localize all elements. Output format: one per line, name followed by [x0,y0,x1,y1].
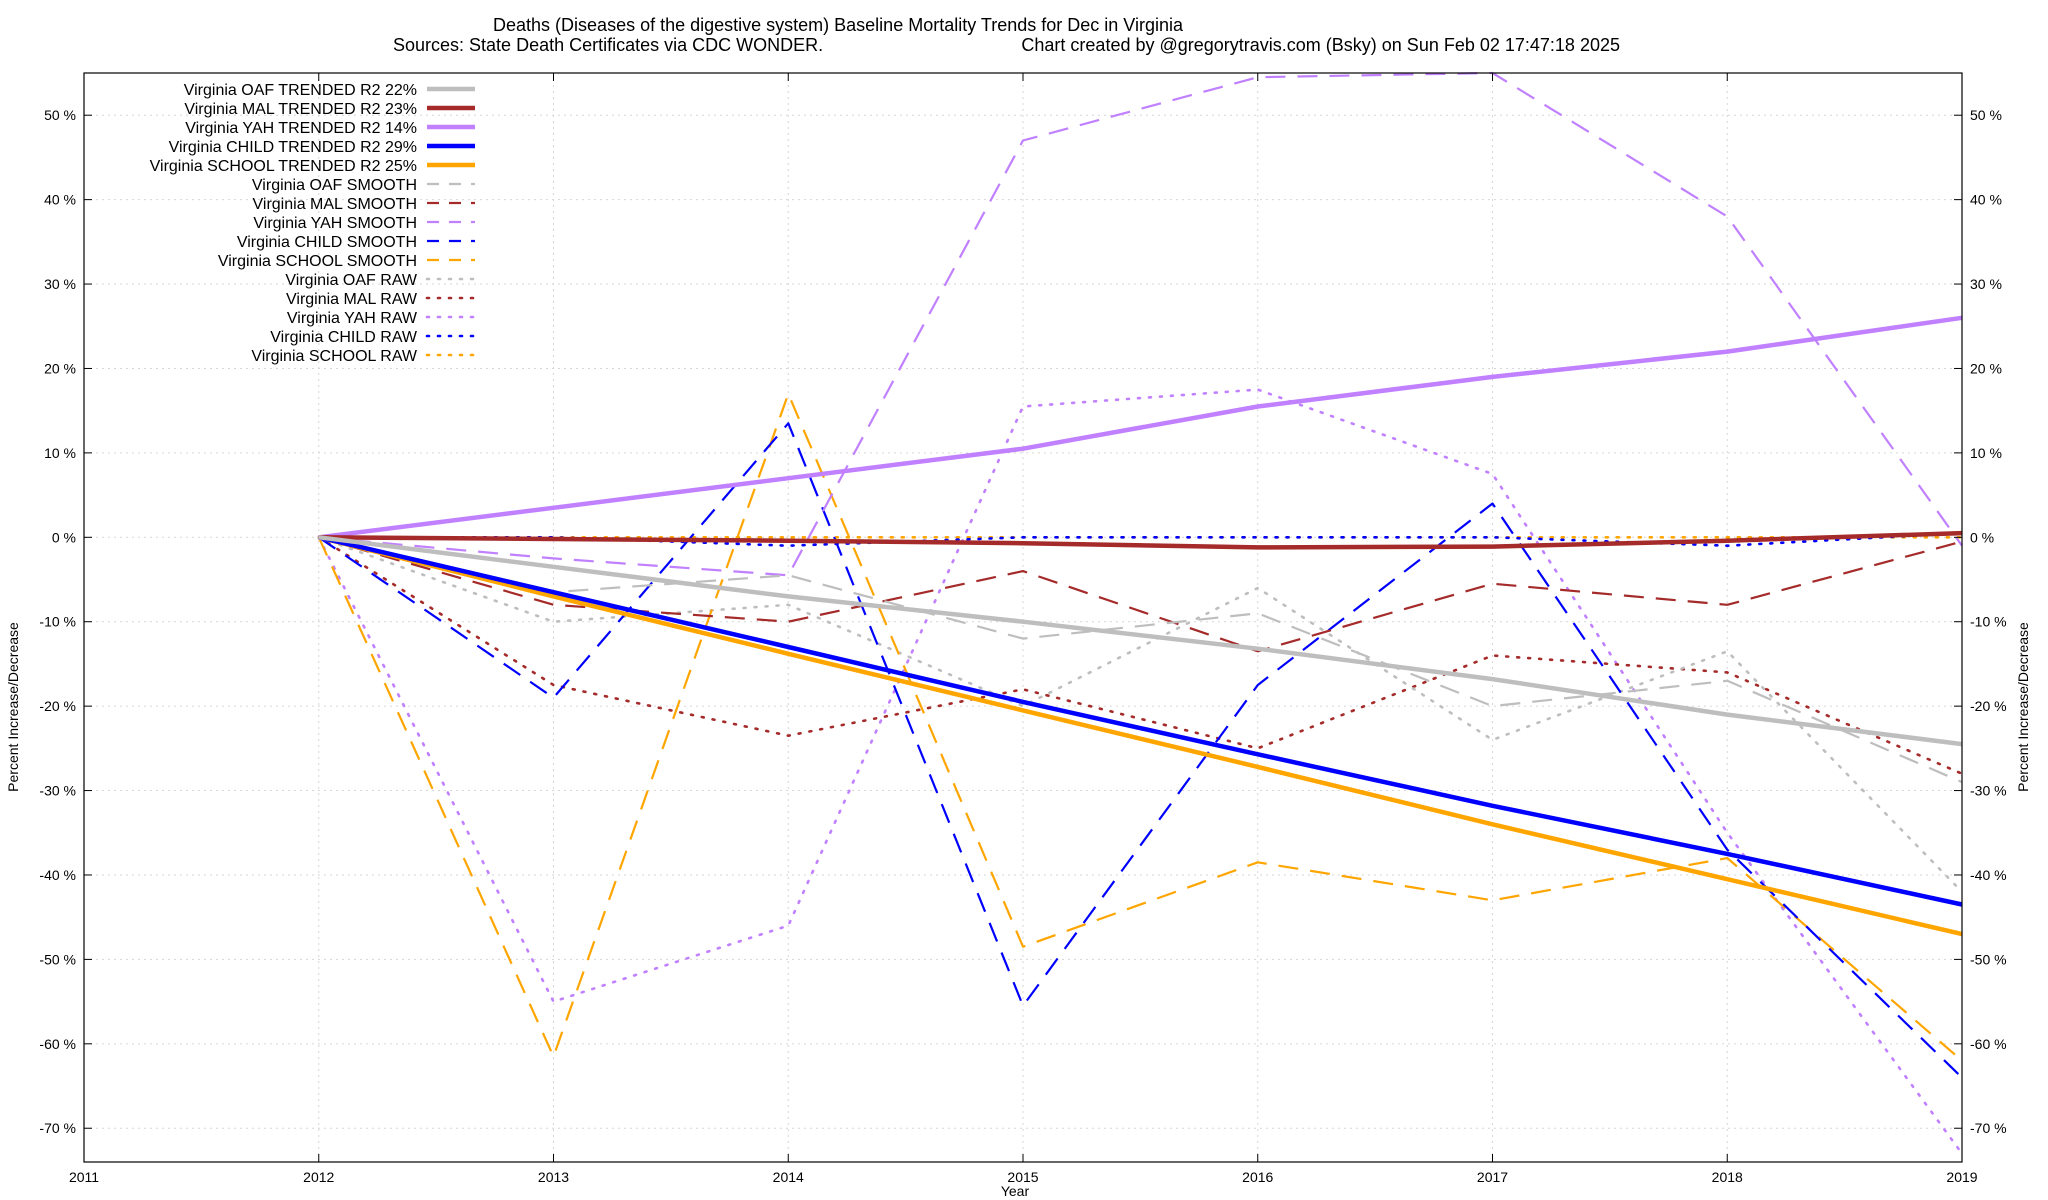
x-tick-label: 2011 [69,1169,99,1185]
legend-label: Virginia OAF TRENDED R2 22% [184,82,417,99]
series-line [317,535,1964,894]
y-axis-label-right: Percent Increase/Decrease [2015,622,2031,792]
x-tick-label: 2013 [538,1169,569,1185]
y-tick-label-left: -10 % [39,614,76,630]
y-tick-label-right: 10 % [1970,445,2002,461]
chart-title: Deaths (Diseases of the digestive system… [493,15,1184,35]
y-tick-label-right: -20 % [1970,698,2007,714]
series-line [318,71,1963,577]
y-tick-label-left: 50 % [44,107,76,123]
legend: Virginia OAF TRENDED R2 22% Virginia MAL … [150,82,477,365]
series-line [318,315,1963,540]
series-line [318,422,1963,1079]
x-tick-label: 2015 [1007,1169,1038,1185]
y-tick-label-right: -10 % [1970,614,2007,630]
y-tick-label-left: -50 % [39,951,76,967]
y-tick-label-left: -40 % [39,867,76,883]
legend-label: Virginia SCHOOL SMOOTH [218,253,417,270]
legend-label: Virginia MAL TRENDED R2 23% [184,101,417,118]
series-line [317,392,1963,1062]
y-tick-label-right: 0 % [1970,529,1994,545]
y-tick-label-right: -40 % [1970,867,2007,883]
y-tick-label-right: 20 % [1970,360,2002,376]
series-line [318,536,1963,653]
y-tick-label-left: 40 % [44,192,76,208]
chart-subtitle-sources: Sources: State Death Certificates via CD… [393,35,823,55]
legend-label: Virginia YAH RAW [287,310,418,327]
y-tick-label-right: 30 % [1970,276,2002,292]
legend-label: Virginia MAL RAW [286,291,418,308]
y-tick-label-left: 0 % [52,529,76,545]
series-line [318,535,1963,907]
series-line [318,535,1963,937]
series-line [318,535,1963,747]
legend-label: Virginia MAL SMOOTH [253,196,417,213]
x-tick-label: 2014 [773,1169,804,1185]
legend-label: Virginia CHILD TRENDED R2 29% [169,139,417,156]
y-tick-label-right: -30 % [1970,783,2007,799]
series-line [318,536,1963,784]
y-tick-label-left: -70 % [39,1120,76,1136]
x-axis-label: Year [1001,1183,1030,1199]
x-tick-label: 2017 [1477,1169,1508,1185]
y-tick-label-left: -20 % [39,698,76,714]
y-tick-label-left: -30 % [39,783,76,799]
y-axis-label-left: Percent Increase/Decrease [5,622,21,792]
x-tick-label: 2012 [303,1169,334,1185]
y-tick-label-left: 10 % [44,445,76,461]
legend-label: Virginia OAF RAW [285,272,417,289]
legend-label: Virginia SCHOOL RAW [251,348,418,365]
series-layer [317,71,1964,1155]
x-tick-label: 2016 [1242,1169,1273,1185]
chart-subtitle-credit: Chart created by @gregorytravis.com (Bsk… [1021,35,1620,55]
y-tick-label-right: 40 % [1970,192,2002,208]
y-tick-label-right: -70 % [1970,1120,2007,1136]
y-tick-label-left: 20 % [44,360,76,376]
y-tick-label-left: 30 % [44,276,76,292]
legend-label: Virginia YAH TRENDED R2 14% [185,120,417,137]
legend-label: Virginia CHILD RAW [270,329,418,346]
x-tick-label: 2019 [1946,1169,1977,1185]
tick-layer: 2011 2012 2013 2014 2015 2016 2017 2018 2019 -70 … [39,73,2007,1185]
series-line [317,388,1964,1155]
legend-label: Virginia SCHOOL TRENDED R2 25% [150,158,417,175]
y-tick-label-right: -50 % [1970,951,2007,967]
y-tick-label-right: 50 % [1970,107,2002,123]
y-tick-label-right: -60 % [1970,1036,2007,1052]
legend-label: Virginia CHILD SMOOTH [237,234,417,251]
series-line [318,530,1963,550]
y-tick-label-left: -60 % [39,1036,76,1052]
legend-label: Virginia OAF SMOOTH [252,177,417,194]
legend-label: Virginia YAH SMOOTH [253,215,417,232]
x-tick-label: 2018 [1712,1169,1743,1185]
